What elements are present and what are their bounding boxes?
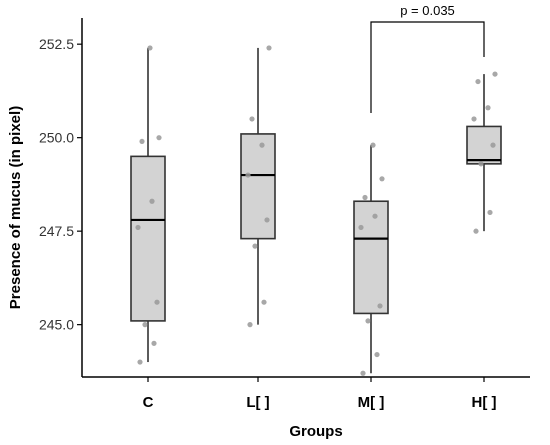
box-iqr — [130, 155, 166, 322]
data-point — [259, 142, 265, 148]
boxes-layer — [130, 47, 502, 374]
data-point — [487, 209, 493, 216]
y-tick-label: 252.5 — [39, 36, 74, 52]
data-point — [261, 299, 267, 305]
data-point — [475, 78, 481, 85]
data-point — [362, 194, 368, 201]
data-point — [139, 138, 145, 145]
y-ticks-layer: 245.0 247.5 250.0 252.5 — [39, 36, 82, 333]
data-point — [485, 105, 491, 111]
x-category-label: M[ ] — [358, 394, 385, 411]
data-point — [151, 340, 157, 346]
data-point — [156, 135, 162, 141]
data-point — [245, 172, 251, 178]
data-point — [249, 116, 255, 122]
data-point — [492, 71, 498, 77]
data-point — [142, 322, 148, 328]
x-category-label: C — [143, 394, 154, 411]
y-tick-label: 247.5 — [39, 223, 74, 239]
data-point — [266, 45, 272, 51]
box-group — [466, 74, 502, 232]
data-point — [252, 243, 258, 249]
box-iqr — [240, 133, 276, 240]
box-group — [353, 145, 389, 374]
box-group — [130, 47, 166, 363]
data-point — [374, 351, 380, 358]
points-layer — [135, 45, 498, 376]
box-iqr — [466, 125, 502, 165]
data-point — [473, 228, 479, 234]
data-point — [360, 370, 366, 376]
data-point — [358, 224, 364, 231]
data-point — [149, 198, 155, 204]
data-point — [154, 299, 160, 305]
x-category-label: L[ ] — [246, 394, 269, 411]
data-point — [135, 224, 141, 231]
significance-bracket — [370, 21, 485, 113]
significance-label: p = 0.035 — [400, 3, 455, 18]
data-point — [147, 45, 153, 51]
y-tick-label: 250.0 — [39, 130, 74, 146]
annotation-layer: p = 0.035 — [370, 3, 485, 113]
data-point — [471, 116, 477, 122]
box-group — [240, 47, 276, 325]
data-point — [379, 176, 385, 182]
x-axis-title: Groups — [289, 423, 342, 440]
data-point — [377, 303, 383, 309]
x-category-layer: C L[ ] M[ ] H[ ] — [143, 377, 497, 411]
data-point — [247, 322, 253, 328]
data-point — [478, 161, 484, 167]
data-point — [264, 217, 270, 223]
y-tick-label: 245.0 — [39, 317, 74, 333]
axes-layer — [81, 18, 530, 378]
y-axis-title: Presence of mucus (in pixel) — [7, 106, 24, 309]
x-category-label: H[ ] — [472, 394, 497, 411]
data-point — [365, 318, 371, 324]
box-iqr — [353, 200, 389, 315]
data-point — [490, 142, 496, 148]
data-point — [137, 359, 143, 365]
data-point — [370, 142, 376, 148]
data-point — [372, 213, 378, 219]
